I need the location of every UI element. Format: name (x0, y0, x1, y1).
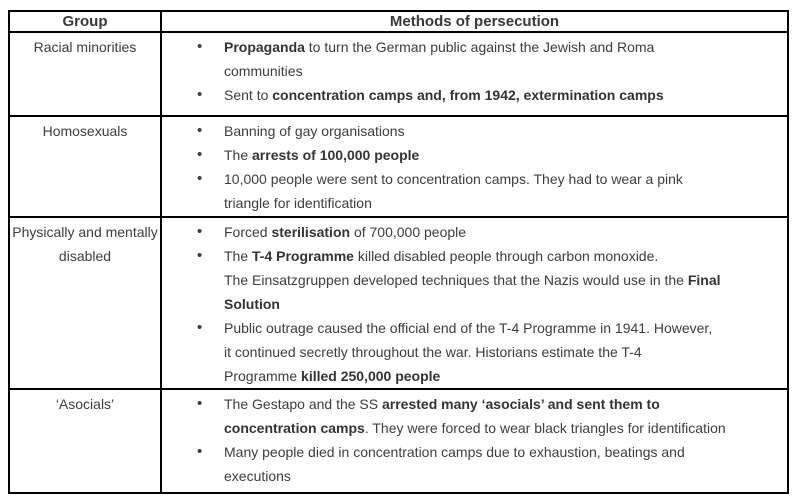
table-row: Physically and mentally disabled Forced … (8, 216, 789, 390)
bullet-list: Banning of gay organisations The arrests … (162, 119, 783, 215)
persecution-table: Group Methods of persecution Racial mino… (8, 10, 789, 494)
table-row: Homosexuals Banning of gay organisations… (8, 115, 789, 218)
bullet-item: Public outrage caused the official end o… (197, 316, 783, 388)
bold-text: concentration camps and, from 1942, exte… (272, 87, 664, 103)
bullet-item: Sent to concentration camps and, from 19… (197, 83, 783, 107)
table-row: ‘Asocials’ The Gestapo and the SS arrest… (8, 388, 789, 494)
document-page: Group Methods of persecution Racial mino… (8, 10, 789, 494)
bold-text: concentration camps (224, 420, 365, 436)
regular-text: Sent to (224, 87, 273, 103)
bullet-item: Many people died in concentration camps … (197, 440, 783, 488)
regular-text: Programme (224, 368, 302, 384)
regular-text: it continued secretly throughout the war… (224, 344, 642, 360)
regular-text: The (224, 248, 253, 264)
bold-text: sterilisation (271, 224, 351, 240)
bold-text: arrests of 100,000 people (252, 147, 420, 163)
bold-text: Solution (224, 296, 280, 312)
group-cell: Physically and mentally disabled (8, 216, 162, 390)
bullet-item: The arrests of 100,000 people (197, 143, 783, 167)
regular-text: The (224, 147, 253, 163)
bullet-item: 10,000 people were sent to concentration… (197, 167, 783, 215)
group-label: Physically and mentally disabled (12, 224, 158, 264)
column-header-group: Group (8, 10, 162, 33)
regular-text: communities (224, 63, 303, 79)
bold-text: arrested many ‘asocials’ and sent them t… (382, 396, 660, 412)
bullet-list: Propaganda to turn the German public aga… (162, 35, 783, 107)
regular-text: The Einsatzgruppen developed techniques … (224, 272, 688, 288)
regular-text: executions (224, 468, 291, 484)
regular-text: Many people died in concentration camps … (224, 444, 685, 460)
methods-cell: The Gestapo and the SS arrested many ‘as… (160, 388, 789, 494)
group-label: ‘Asocials’ (55, 396, 115, 412)
regular-text: triangle for identification (224, 195, 372, 211)
bold-text: killed 250,000 people (301, 368, 441, 384)
methods-cell: Propaganda to turn the German public aga… (160, 31, 789, 117)
bullet-list: Forced sterilisation of 700,000 peopleTh… (162, 220, 783, 388)
methods-cell: Banning of gay organisations The arrests … (160, 115, 789, 218)
regular-text: Forced (224, 224, 272, 240)
bullet-item: The Gestapo and the SS arrested many ‘as… (197, 392, 783, 440)
group-cell: Homosexuals (8, 115, 162, 218)
regular-text: Public outrage caused the official end o… (224, 320, 713, 336)
group-label: Homosexuals (42, 123, 128, 139)
group-label: Racial minorities (33, 39, 137, 55)
regular-text: The Gestapo and the SS (224, 396, 382, 412)
bullet-item: Propaganda to turn the German public aga… (197, 35, 783, 83)
regular-text: killed disabled people through carbon mo… (353, 248, 659, 264)
methods-cell: Forced sterilisation of 700,000 peopleTh… (160, 216, 789, 390)
column-header-methods: Methods of persecution (160, 10, 789, 33)
regular-text: to turn the German public against the Je… (304, 39, 655, 55)
bullet-item: Banning of gay organisations (197, 119, 783, 143)
regular-text: Banning of gay organisations (224, 123, 405, 139)
bold-text: Final (687, 272, 721, 288)
bold-text: T-4 Programme (252, 248, 354, 264)
bullet-item: Forced sterilisation of 700,000 people (197, 220, 783, 244)
group-cell: ‘Asocials’ (8, 388, 162, 494)
regular-text: of 700,000 people (350, 224, 467, 240)
bullet-item: The T-4 Programme killed disabled people… (197, 244, 783, 316)
bullet-list: The Gestapo and the SS arrested many ‘as… (162, 392, 783, 488)
header-row: Group Methods of persecution (8, 10, 789, 33)
regular-text: . They were forced to wear black triangl… (364, 420, 726, 436)
group-cell: Racial minorities (8, 31, 162, 117)
regular-text: 10,000 people were sent to concentration… (224, 171, 683, 187)
table-row: Racial minorities Propaganda to turn the… (8, 31, 789, 117)
bold-text: Propaganda (224, 39, 305, 55)
